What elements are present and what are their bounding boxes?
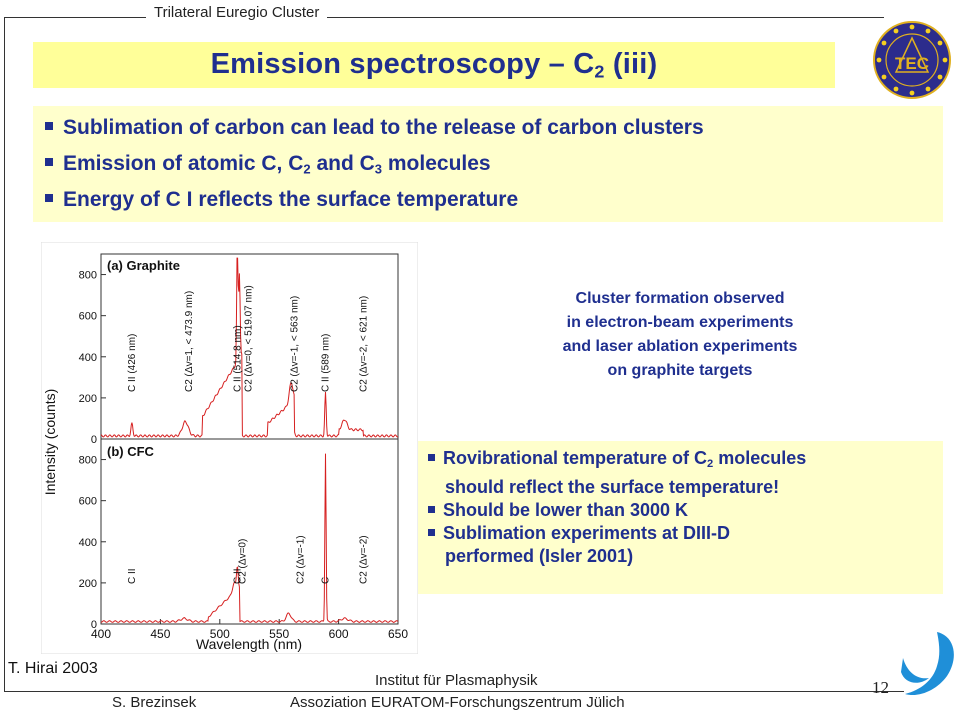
page-number: 12 — [872, 678, 889, 697]
note-line: Cluster formation observed — [575, 290, 785, 307]
temp-bullet-3: Sublimation experiments at DIII-D — [428, 522, 943, 545]
institute-line-1: Institut für Plasmaphysik — [375, 672, 538, 689]
bullet-3: Energy of C I reflects the surface tempe… — [33, 182, 943, 218]
spectrum-annotation: C II (426 nm) — [127, 334, 138, 392]
bullet-square-icon — [45, 122, 53, 130]
spectrum-annotation: C2 (Δv=-1, < 563 nm) — [290, 296, 301, 392]
x-tick-label: 550 — [269, 627, 289, 641]
cluster-label: Trilateral Euregio Cluster — [146, 4, 328, 21]
note-line: in electron-beam experiments — [566, 314, 794, 331]
x-tick-label: 500 — [210, 627, 230, 641]
y-tick-label: 400 — [79, 537, 97, 549]
cluster-formation-note: Cluster formation observed in electron-b… — [470, 287, 890, 383]
institute-line-2: Assoziation EURATOM-Forschungszentrum Jü… — [290, 694, 625, 711]
y-tick-label: 200 — [79, 393, 97, 405]
y-tick-label: 800 — [79, 270, 97, 282]
spectrum-annotation: C2 (Δv=1, < 473.9 nm) — [184, 291, 195, 392]
y-tick-label: 200 — [79, 578, 97, 590]
temp-bullet-2: Should be lower than 3000 K — [428, 499, 943, 522]
x-tick-label: 400 — [91, 627, 111, 641]
y-tick-label: 600 — [79, 496, 97, 508]
author: S. Brezinsek — [112, 694, 197, 711]
annotations: C II (426 nm) C2 (Δv=1, < 473.9 nm) C II (… — [127, 285, 370, 584]
bullet-2: Emission of atomic C, C2 and C3 molecule… — [33, 146, 943, 182]
y-axis-label: Intensity (counts) — [42, 389, 58, 496]
spectrum-annotation: C II (514.8 nm) — [232, 325, 243, 392]
spectrum-annotation: C II (589 nm) — [321, 334, 332, 392]
bullet-box: Sublimation of carbon can lead to the re… — [33, 106, 943, 222]
x-tick-label: 450 — [150, 627, 170, 641]
bullet-square-icon — [45, 158, 53, 166]
slide-title: Emission spectroscopy – C2 (iii) — [210, 47, 658, 82]
spectrum-line-graphite — [100, 257, 399, 438]
spectrum-annotation: C2 (Δv=0, < 519.07 nm) — [243, 285, 254, 392]
bullet-square-icon — [428, 505, 435, 513]
spectrum-annotation: C2 (Δv=-2) — [359, 535, 370, 584]
spectrum-line-cfc — [100, 453, 399, 623]
spectrum-annotation: C II — [127, 568, 138, 584]
title-bar: Emission spectroscopy – C2 (iii) — [33, 42, 835, 88]
bullet-1: Sublimation of carbon can lead to the re… — [33, 110, 943, 146]
spectrum-figure: (a) Graphite (b) CFC Intensity (counts) … — [41, 242, 418, 654]
panel-b-label: (b) CFC — [107, 444, 155, 459]
spectrum-annotation: C2 (Δv=0) — [237, 539, 248, 584]
panel-a-label: (a) Graphite — [107, 258, 180, 273]
frame-top-line — [4, 17, 884, 18]
bullet-square-icon — [45, 194, 53, 202]
tec-logo-text: TEC — [895, 54, 929, 73]
x-axis-label: Wavelength (nm) — [196, 636, 302, 652]
ipp-logo-icon — [901, 632, 954, 696]
note-line: and laser ablation experiments — [562, 338, 798, 355]
frame-bottom-line — [4, 691, 904, 692]
y-tick-label: 400 — [79, 352, 97, 364]
x-tick-label: 600 — [329, 627, 349, 641]
spectrum-annotation: C2 (Δv=-1) — [296, 535, 307, 584]
temp-bullet-1: Rovibrational temperature of C2 molecule… — [428, 447, 943, 476]
tec-logo-icon: TEC — [873, 21, 951, 99]
bullet-square-icon — [428, 454, 435, 461]
axis-ticks: 400 450 500 550 600 650 0 200 400 600 800 0 200 400 60… — [79, 270, 409, 641]
citation: T. Hirai 2003 — [8, 660, 98, 677]
temp-bullet-3-cont: performed (Isler 2001) — [445, 545, 634, 566]
spectrum-annotation: C2 (Δv=-2, < 621 nm) — [359, 296, 370, 392]
spectrum-annotation: C II — [232, 568, 243, 584]
temp-bullet-1-cont: should reflect the surface temperature! — [445, 476, 780, 497]
spectrum-annotation: C — [321, 577, 332, 584]
y-tick-label: 600 — [79, 311, 97, 323]
frame-left-line — [4, 17, 5, 692]
temperature-box: Rovibrational temperature of C2 molecule… — [418, 441, 943, 594]
y-tick-label: 0 — [91, 434, 97, 446]
y-tick-label: 800 — [79, 455, 97, 467]
note-line: on graphite targets — [607, 362, 753, 379]
x-tick-label: 650 — [388, 627, 408, 641]
y-tick-label: 0 — [91, 619, 97, 631]
bullet-square-icon — [428, 528, 435, 536]
